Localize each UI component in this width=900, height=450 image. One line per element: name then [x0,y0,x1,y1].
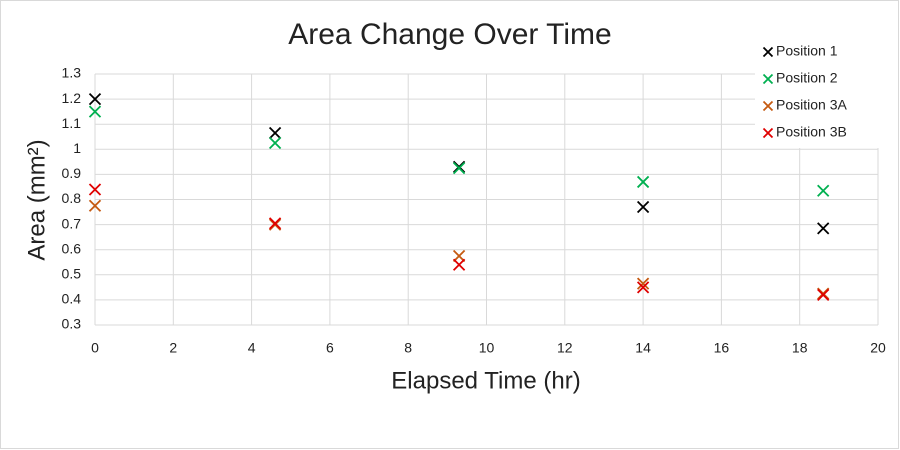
x-tick-label: 20 [870,340,886,356]
marker [268,126,282,140]
x-tick-label: 6 [326,340,334,356]
x-tick-label: 18 [792,340,808,356]
y-tick-label: 0.6 [62,240,82,256]
y-tick-label: 0.8 [62,190,82,206]
marker [636,200,650,214]
marker [268,217,282,230]
legend-background [755,38,880,148]
y-tick-label: 0.3 [62,316,82,332]
y-tick-label: 0.4 [62,291,82,307]
chart-title: Area Change Over Time [288,18,611,51]
y-tick-label: 0.7 [62,215,82,231]
marker [88,183,102,196]
marker [636,175,650,189]
marker [817,288,830,302]
x-tick-label: 14 [635,340,651,356]
x-tick-label: 10 [479,340,495,356]
marker [636,277,650,290]
marker [268,136,282,150]
legend-label: Position 1 [776,43,838,59]
x-tick-label: 2 [169,340,177,356]
legend-marker [762,46,774,58]
legend-label: Position 2 [776,70,838,86]
x-tick-label: 12 [557,340,573,356]
marker [636,281,650,294]
y-tick-label: 1.1 [62,115,82,131]
y-tick-label: 0.5 [62,266,82,282]
x-tick-label: 0 [91,340,99,356]
marker [452,161,466,175]
marker [817,184,830,197]
marker [452,258,466,271]
marker [88,105,102,118]
marker [452,249,466,263]
legend-marker [762,73,774,85]
legend-label: Position 3A [776,97,847,113]
marker [88,92,102,106]
legend-marker [762,100,774,112]
x-axis-label: Elapsed Time (hr) [391,367,580,394]
legend-marker [762,127,774,139]
legend-label: Position 3B [776,124,847,140]
marker [817,222,830,235]
y-tick-label: 1 [73,140,81,156]
y-tick-label: 1.2 [62,90,82,106]
x-tick-label: 8 [404,340,412,356]
y-axis-label: Area (mm²) [23,139,50,260]
y-tick-label: 0.9 [62,165,82,181]
y-tick-label: 1.3 [62,65,82,81]
x-tick-label: 16 [714,340,730,356]
marker [88,199,102,212]
x-tick-label: 4 [248,340,256,356]
